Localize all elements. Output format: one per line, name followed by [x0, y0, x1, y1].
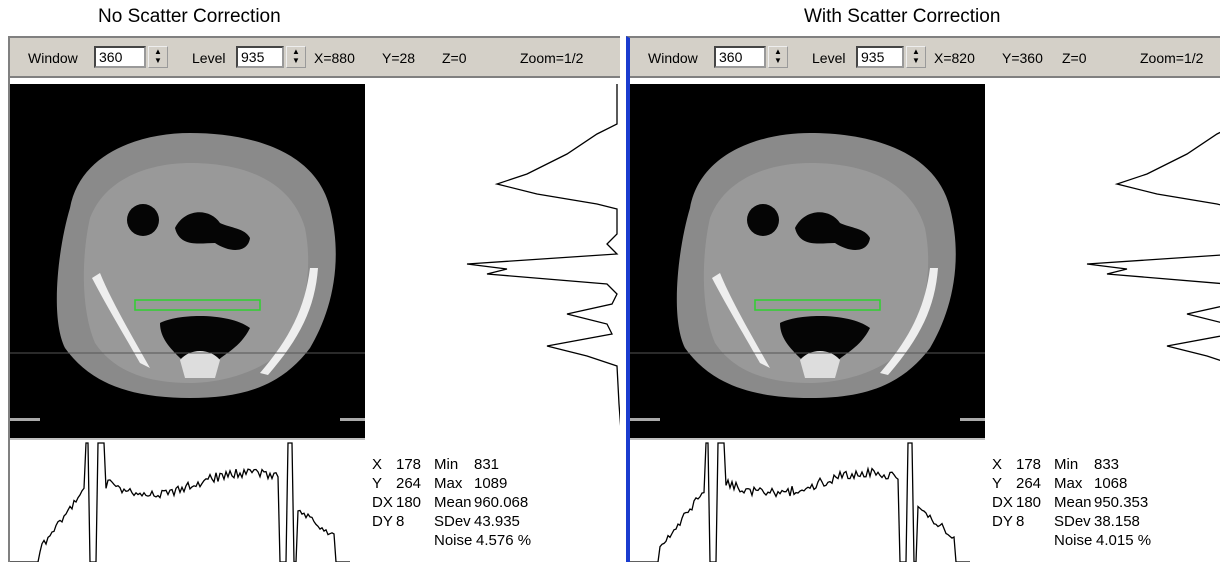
roi-label: DX — [372, 494, 393, 511]
roi-value: 264 — [1016, 475, 1041, 492]
vertical-profile — [1087, 84, 1220, 444]
viewer-canvas — [630, 78, 1220, 562]
stat-value: 1089 — [474, 475, 507, 492]
panel-title: With Scatter Correction — [804, 6, 1000, 28]
roi-value: 8 — [396, 513, 404, 530]
page: (() => { const data = JSON.parse(documen… — [0, 0, 1220, 562]
stat-value: 4.576 % — [476, 532, 531, 549]
level-label: Level — [192, 50, 225, 66]
ct-side-mark — [10, 418, 40, 421]
viewer-canvas — [10, 78, 620, 562]
x-coord: X=820 — [934, 50, 975, 66]
stat-value: 950.353 — [1094, 494, 1148, 511]
stat-label: Max — [434, 475, 462, 492]
stat-label: SDev — [434, 513, 471, 530]
y-coord: Y=28 — [382, 50, 415, 66]
roi-value: 180 — [396, 494, 421, 511]
roi-label: X — [992, 456, 1002, 473]
stat-label: Noise — [434, 532, 472, 549]
roi-label: X — [372, 456, 382, 473]
stat-label: SDev — [1054, 513, 1091, 530]
window-input[interactable]: 360 — [94, 46, 146, 68]
y-coord: Y=360 — [1002, 50, 1043, 66]
roi-label: DX — [992, 494, 1013, 511]
stat-label: Mean — [434, 494, 472, 511]
level-spinner[interactable]: ▲▼ — [286, 46, 306, 68]
ct-air — [127, 204, 159, 236]
roi-label: DY — [992, 513, 1013, 530]
roi-value: 178 — [396, 456, 421, 473]
stat-value: 831 — [474, 456, 499, 473]
stat-label: Mean — [1054, 494, 1092, 511]
roi-value: 8 — [1016, 513, 1024, 530]
level-input[interactable]: 935 — [856, 46, 904, 68]
z-coord: Z=0 — [1062, 50, 1087, 66]
window-spinner[interactable]: ▲▼ — [768, 46, 788, 68]
zoom-level: Zoom=1/2 — [520, 50, 583, 66]
stat-value: 1068 — [1094, 475, 1127, 492]
z-coord: Z=0 — [442, 50, 467, 66]
level-label: Level — [812, 50, 845, 66]
horizontal-profile — [630, 443, 970, 562]
stat-label: Min — [434, 456, 458, 473]
stat-value: 4.015 % — [1096, 532, 1151, 549]
stat-value: 43.935 — [474, 513, 520, 530]
stat-label: Noise — [1054, 532, 1092, 549]
roi-label: DY — [372, 513, 393, 530]
stat-label: Min — [1054, 456, 1078, 473]
window-input[interactable]: 360 — [714, 46, 766, 68]
level-input[interactable]: 935 — [236, 46, 284, 68]
window-spinner[interactable]: ▲▼ — [148, 46, 168, 68]
zoom-level: Zoom=1/2 — [1140, 50, 1203, 66]
roi-value: 178 — [1016, 456, 1041, 473]
ct-spine — [800, 351, 840, 378]
roi-label: Y — [372, 475, 382, 492]
stat-label: Max — [1054, 475, 1082, 492]
x-coord: X=880 — [314, 50, 355, 66]
roi-label: Y — [992, 475, 1002, 492]
stat-value: 833 — [1094, 456, 1119, 473]
vertical-profile — [467, 84, 620, 444]
panel-title: No Scatter Correction — [98, 6, 281, 28]
ct-side-mark — [960, 418, 985, 421]
ct-side-mark — [630, 418, 660, 421]
level-spinner[interactable]: ▲▼ — [906, 46, 926, 68]
window-label: Window — [28, 50, 78, 66]
roi-value: 180 — [1016, 494, 1041, 511]
horizontal-profile — [10, 443, 350, 562]
ct-air — [747, 204, 779, 236]
ct-spine — [180, 351, 220, 378]
stat-value: 960.068 — [474, 494, 528, 511]
window-label: Window — [648, 50, 698, 66]
stat-value: 38.158 — [1094, 513, 1140, 530]
roi-value: 264 — [396, 475, 421, 492]
ct-side-mark — [340, 418, 365, 421]
